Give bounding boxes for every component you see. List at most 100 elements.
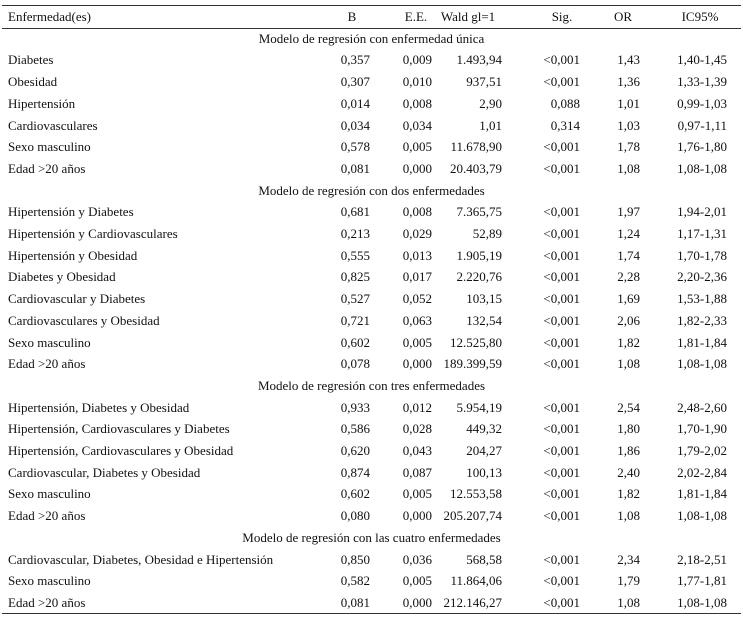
cell-value: 189.399,59 xyxy=(443,356,503,372)
section-title: Modelo de regresión con dos enfermedades xyxy=(258,182,485,198)
cell-value: 20.403,79 xyxy=(450,160,502,176)
row-label: Sexo masculino xyxy=(8,573,91,589)
cell-value: <0,001 xyxy=(543,226,580,241)
cell-value: 1,40-1,45 xyxy=(677,52,727,68)
cell-value: <0,001 xyxy=(543,312,580,328)
cell-value: 2,54 xyxy=(617,399,640,415)
cell-value: 0,034 xyxy=(402,117,432,133)
row-label: Hipertensión, Cardiovasculares y Obesida… xyxy=(8,443,234,458)
cell-value: 1,80 xyxy=(617,421,640,437)
row-label: Diabetes y Obesidad xyxy=(8,269,116,285)
cell-value: 2,28 xyxy=(617,269,640,285)
cell-value: 0,081 xyxy=(340,160,370,176)
cell-value: 0,029 xyxy=(402,226,432,241)
row-label: Hipertensión y Obesidad xyxy=(8,247,138,263)
cell-value: 7.365,75 xyxy=(456,204,503,220)
cell-value: 1,79 xyxy=(617,573,640,589)
cell-value: 0,080 xyxy=(340,508,370,524)
cell-value: <0,001 xyxy=(543,204,580,220)
cell-value: <0,001 xyxy=(543,551,580,567)
cell-value: 1,01 xyxy=(617,95,640,111)
cell-value: <0,001 xyxy=(543,464,580,480)
cell-value: 5.954,19 xyxy=(456,399,503,415)
cell-value: 52,89 xyxy=(472,226,502,241)
cell-value: 205.207,74 xyxy=(443,508,503,524)
cell-value: <0,001 xyxy=(543,139,580,155)
cell-value: 1,08 xyxy=(617,594,640,610)
cell-value: 0,008 xyxy=(402,204,432,220)
cell-value: 1,82-2,33 xyxy=(677,312,727,328)
row-label: Cardiovascular, Diabetes y Obesidad xyxy=(8,464,201,480)
cell-value: 0,063 xyxy=(402,312,432,328)
cell-value: <0,001 xyxy=(543,160,580,176)
cell-value: 0,008 xyxy=(402,95,432,111)
cell-value: 0,933 xyxy=(340,399,370,415)
cell-value: 0,99-1,03 xyxy=(677,95,727,111)
cell-value: 1,08-1,08 xyxy=(677,594,727,610)
cell-value: 1,78 xyxy=(617,139,640,155)
row-label: Hipertensión, Diabetes y Obesidad xyxy=(8,399,190,415)
header-cell: Enfermedad(es) xyxy=(8,9,92,24)
cell-value: 1,69 xyxy=(617,291,640,307)
cell-value: 1,82 xyxy=(617,486,640,502)
cell-value: 0,014 xyxy=(340,95,370,111)
row-label: Hipertensión y Diabetes xyxy=(8,204,134,220)
cell-value: 212.146,27 xyxy=(443,594,503,610)
row-label: Sexo masculino xyxy=(8,139,91,155)
section-title: Modelo de regresión con las cuatro enfer… xyxy=(242,529,501,545)
cell-value: 0,314 xyxy=(550,117,580,133)
cell-value: 449,32 xyxy=(466,421,502,437)
row-label: Sexo masculino xyxy=(8,486,91,502)
cell-value: 1,08-1,08 xyxy=(677,356,727,372)
row-label: Hipertensión, Cardiovasculares y Diabete… xyxy=(8,421,230,437)
cell-value: 1,81-1,84 xyxy=(677,486,727,502)
cell-value: 2,48-2,60 xyxy=(677,399,727,415)
cell-value: 1,33-1,39 xyxy=(677,74,727,90)
row-label: Cardiovasculares xyxy=(8,117,98,133)
row-label: Sexo masculino xyxy=(8,334,91,350)
cell-value: 1,77-1,81 xyxy=(677,573,727,589)
cell-value: 1,03 xyxy=(617,117,640,133)
cell-value: 1,79-2,02 xyxy=(677,443,727,458)
cell-value: 0,012 xyxy=(402,399,432,415)
row-label: Obesidad xyxy=(8,74,58,90)
row-label: Cardiovascular, Diabetes, Obesidad e Hip… xyxy=(8,551,274,567)
header-cell: OR xyxy=(613,9,633,24)
cell-value: 1,08-1,08 xyxy=(677,160,727,176)
cell-value: 1,74 xyxy=(617,247,640,263)
cell-value: 1,43 xyxy=(617,52,640,68)
cell-value: 0,555 xyxy=(340,247,370,263)
cell-value: 1,36 xyxy=(617,74,640,90)
cell-value: 0,000 xyxy=(402,594,432,610)
cell-value: 0,036 xyxy=(402,551,432,567)
cell-value: 0,088 xyxy=(550,95,580,111)
cell-value: 11.678,90 xyxy=(450,139,502,155)
cell-value: 0,005 xyxy=(402,573,432,589)
cell-value: 1,94-2,01 xyxy=(677,204,727,220)
cell-value: 0,578 xyxy=(340,139,370,155)
cell-value: 0,028 xyxy=(402,421,432,437)
cell-value: 1,70-1,90 xyxy=(677,421,727,437)
cell-value: 0,010 xyxy=(402,74,432,90)
cell-value: 11.864,06 xyxy=(450,573,502,589)
cell-value: 1,17-1,31 xyxy=(677,226,727,241)
cell-value: <0,001 xyxy=(543,573,580,589)
cell-value: <0,001 xyxy=(543,421,580,437)
cell-value: 0,013 xyxy=(402,247,432,263)
cell-value: 0,009 xyxy=(402,52,432,68)
header-cell: B xyxy=(347,9,357,24)
cell-value: 2,40 xyxy=(617,464,640,480)
cell-value: 1,01 xyxy=(479,117,502,133)
cell-value: 0,825 xyxy=(340,269,370,285)
cell-value: 0,681 xyxy=(340,204,370,220)
cell-value: 0,602 xyxy=(340,334,370,350)
cell-value: 0,602 xyxy=(340,486,370,502)
cell-value: 0,081 xyxy=(340,594,370,610)
cell-value: 568,58 xyxy=(466,551,502,567)
cell-value: 0,000 xyxy=(402,160,432,176)
cell-value: 0,017 xyxy=(402,269,432,285)
top-rule xyxy=(2,5,741,6)
cell-value: 1.905,19 xyxy=(456,247,503,263)
cell-value: 0,874 xyxy=(340,464,370,480)
cell-value: <0,001 xyxy=(543,399,580,415)
